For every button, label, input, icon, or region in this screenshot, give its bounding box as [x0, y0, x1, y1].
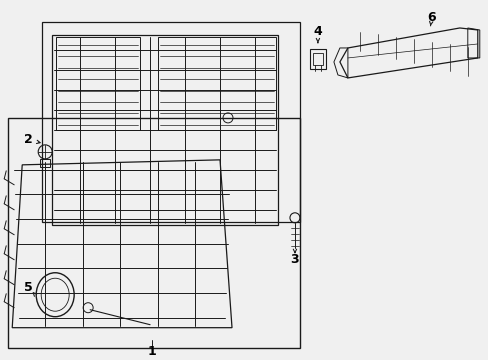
Bar	[40, 159, 50, 167]
Text: 2: 2	[24, 133, 33, 147]
Text: 6: 6	[427, 12, 435, 24]
Bar	[309, 49, 325, 69]
Text: 1: 1	[147, 345, 156, 358]
Text: 3: 3	[290, 253, 299, 266]
Bar	[8, 118, 299, 348]
Bar	[312, 53, 322, 65]
Bar	[42, 22, 299, 222]
Text: 5: 5	[24, 281, 33, 294]
Text: 4: 4	[313, 26, 322, 39]
